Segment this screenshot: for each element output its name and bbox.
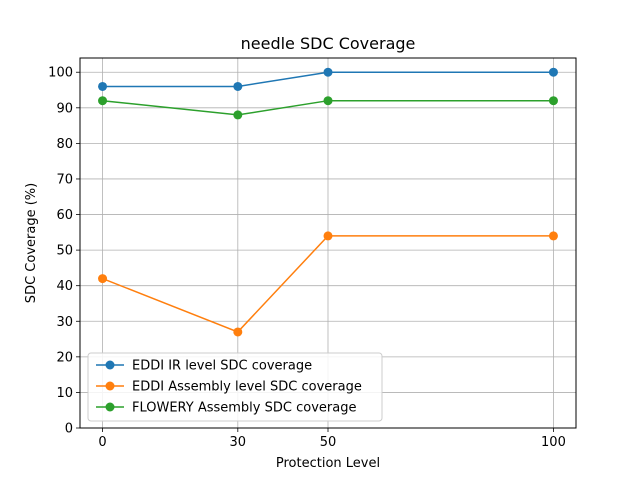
data-point xyxy=(233,327,243,337)
data-point xyxy=(323,231,333,241)
y-tick-label: 90 xyxy=(56,101,73,116)
data-point xyxy=(98,96,108,106)
series-layer xyxy=(98,67,558,337)
series-3 xyxy=(98,96,558,120)
data-point xyxy=(323,96,333,106)
y-tick-label: 20 xyxy=(56,350,73,365)
legend-item: EDDI Assembly level SDC coverage xyxy=(96,380,362,395)
legend-label: EDDI Assembly level SDC coverage xyxy=(132,380,362,395)
series-line xyxy=(102,99,554,116)
data-point xyxy=(548,96,558,106)
data-point xyxy=(98,274,108,284)
legend-marker xyxy=(105,360,115,370)
legend-item: FLOWERY Assembly SDC coverage xyxy=(96,401,356,416)
y-tick-label: 70 xyxy=(56,172,73,187)
data-point xyxy=(548,67,558,77)
series-1 xyxy=(98,67,558,91)
data-point xyxy=(323,67,333,77)
legend-marker xyxy=(105,402,115,412)
x-axis: 0 30 50 100 xyxy=(98,428,566,450)
legend-label: FLOWERY Assembly SDC coverage xyxy=(132,401,356,416)
y-tick-label: 0 xyxy=(65,422,73,437)
series-line xyxy=(102,71,554,88)
y-axis: 0 10 20 30 40 50 60 70 80 90 100 xyxy=(48,66,80,437)
x-tick-label: 50 xyxy=(320,435,337,450)
y-axis-label: SDC Coverage (%) xyxy=(24,183,39,303)
y-tick-label: 100 xyxy=(48,66,73,81)
data-point xyxy=(98,81,108,91)
y-tick-label: 80 xyxy=(56,137,73,152)
x-tick-label: 0 xyxy=(98,435,106,450)
y-tick-label: 10 xyxy=(56,386,73,401)
y-tick-label: 40 xyxy=(56,279,73,294)
series-2 xyxy=(98,231,558,337)
y-tick-label: 60 xyxy=(56,208,73,223)
series-line xyxy=(102,235,554,333)
legend-marker xyxy=(105,381,115,391)
legend: EDDI IR level SDC coverage EDDI Assembly … xyxy=(87,352,383,422)
y-tick-label: 30 xyxy=(56,315,73,330)
legend-label: EDDI IR level SDC coverage xyxy=(132,359,312,374)
legend-box xyxy=(87,352,383,422)
data-point xyxy=(548,231,558,241)
data-point xyxy=(233,110,243,120)
data-point xyxy=(233,81,243,91)
chart-title: needle SDC Coverage xyxy=(241,34,416,53)
x-tick-label: 30 xyxy=(230,435,247,450)
y-tick-label: 50 xyxy=(56,244,73,259)
legend-item: EDDI IR level SDC coverage xyxy=(96,359,312,374)
x-tick-label: 100 xyxy=(541,435,566,450)
x-axis-label: Protection Level xyxy=(276,456,380,471)
